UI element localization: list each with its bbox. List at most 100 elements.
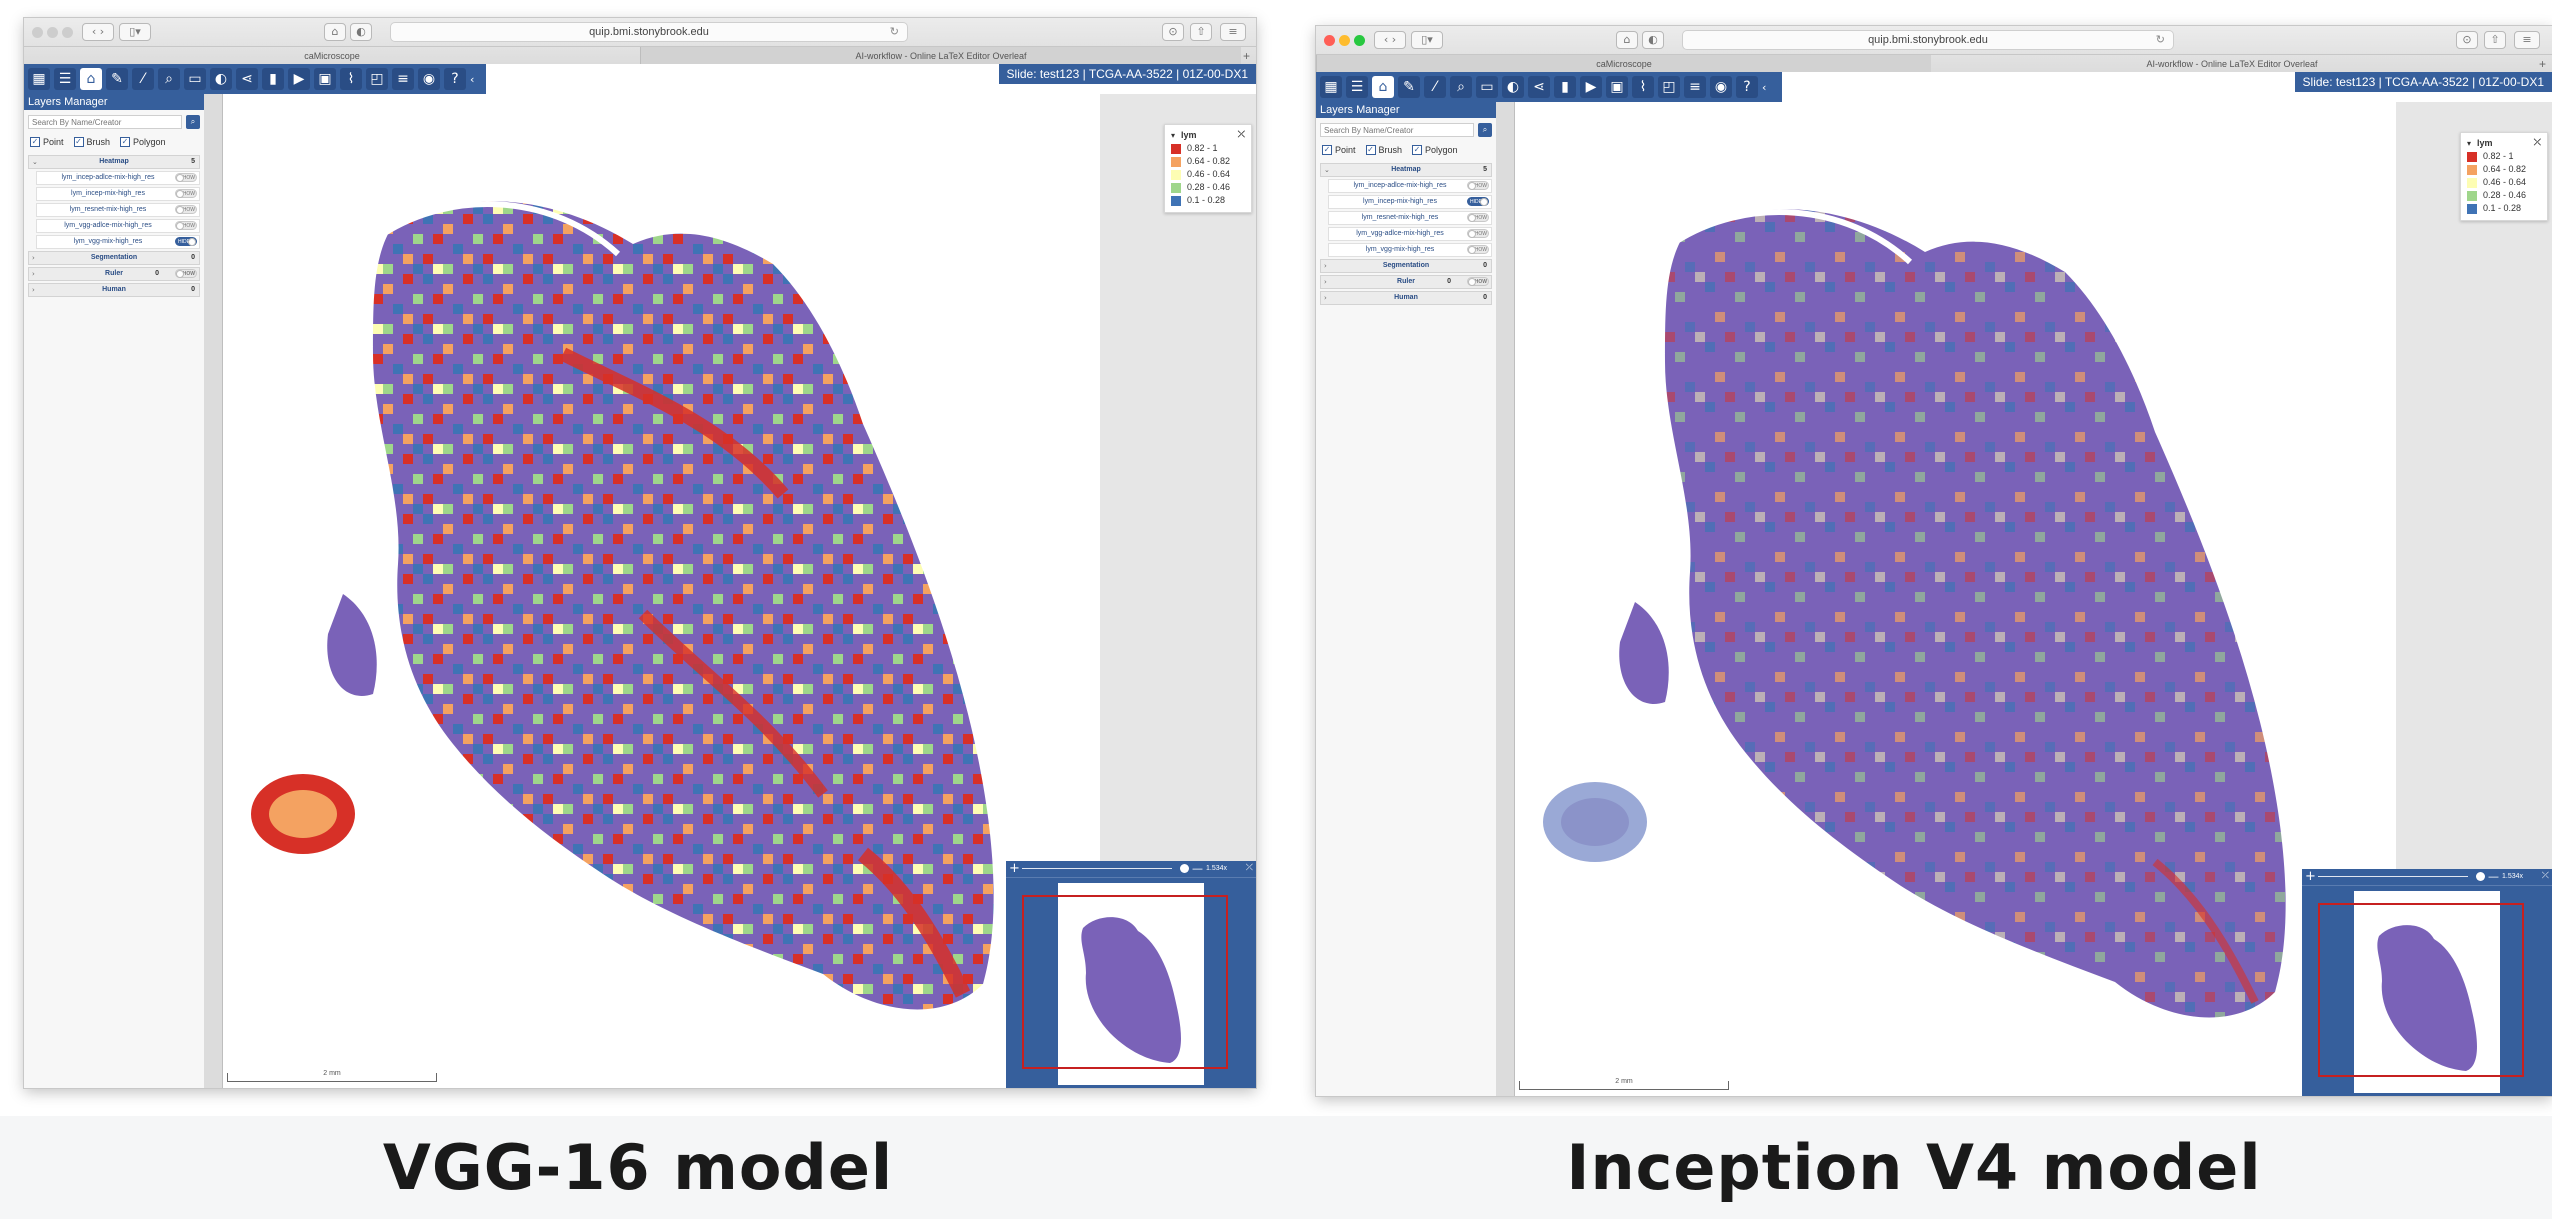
share-icon[interactable]: ⋖ xyxy=(236,68,258,90)
chevron-down-icon[interactable]: ▾ xyxy=(1171,131,1176,140)
collapse-toolbar-icon[interactable]: ‹ xyxy=(470,72,475,86)
back-forward-buttons[interactable]: ‹ › xyxy=(82,23,114,41)
download-icon[interactable]: ⊙ xyxy=(2456,31,2478,49)
apps-icon[interactable]: ▦ xyxy=(1320,76,1342,98)
camera-icon[interactable]: ◉ xyxy=(418,68,440,90)
layer-item[interactable]: lym_vgg-adlce-mix-high_res SHOW xyxy=(1328,227,1492,241)
layer-toggle[interactable]: SHOW xyxy=(175,173,197,182)
address-bar[interactable]: quip.bmi.stonybrook.edu ↻ xyxy=(390,22,908,42)
search-icon[interactable]: ⌕ xyxy=(158,68,180,90)
ruler-icon[interactable]: ▭ xyxy=(1476,76,1498,98)
filter-point[interactable]: ✓ Point xyxy=(30,137,64,147)
layer-search-input[interactable] xyxy=(28,115,182,129)
layer-toggle[interactable]: SHOW xyxy=(175,205,197,214)
sidebar-toggle-button[interactable]: ▯▾ xyxy=(119,23,151,41)
slide-viewer[interactable]: ▾ lym ⤫ 0.82 - 1 0.64 - 0.82 0.46 - 0.64 0.… xyxy=(1515,102,2552,1096)
chart-line-icon[interactable]: ⌇ xyxy=(340,68,362,90)
zoom-window-icon[interactable] xyxy=(62,27,73,38)
chevron-right-icon[interactable]: › xyxy=(1324,262,1327,270)
help-icon[interactable]: ? xyxy=(444,68,466,90)
layer-item[interactable]: lym_resnet-mix-high_res SHOW xyxy=(36,203,200,217)
layer-item[interactable]: lym_incep-mix-high_res SHOW xyxy=(36,187,200,201)
category-ruler[interactable]: › Ruler 0 SHOW xyxy=(28,267,200,281)
layer-item-active[interactable]: lym_incep-mix-high_res HIDE xyxy=(1328,195,1492,209)
reload-icon[interactable]: ↻ xyxy=(889,25,899,38)
layer-toggle[interactable]: SHOW xyxy=(1467,181,1489,190)
new-tab-icon[interactable]: + xyxy=(2538,57,2546,71)
layers-list-icon[interactable]: ☰ xyxy=(54,68,76,90)
filter-brush[interactable]: ✓ Brush xyxy=(1365,145,1403,155)
filmstrip-icon[interactable]: ▮ xyxy=(1554,76,1576,98)
zoom-slider[interactable] xyxy=(1022,868,1172,869)
contrast-icon[interactable]: ◐ xyxy=(210,68,232,90)
pen-icon[interactable]: ✎ xyxy=(106,68,128,90)
category-heatmap[interactable]: ⌄ Heatmap 5 xyxy=(28,155,200,169)
chevron-right-icon[interactable]: › xyxy=(32,286,35,294)
zoom-out-icon[interactable]: — xyxy=(2488,870,2499,883)
layer-toggle[interactable]: SHOW xyxy=(1467,229,1489,238)
search-icon[interactable]: ⌕ xyxy=(1450,76,1472,98)
viewport-indicator[interactable] xyxy=(2318,903,2524,1077)
checkbox-icon[interactable]: ✓ xyxy=(120,137,131,147)
apps-icon[interactable]: ▦ xyxy=(28,68,50,90)
sidebar-resize-handle[interactable] xyxy=(1496,102,1515,1096)
category-segmentation[interactable]: › Segmentation 0 xyxy=(28,251,200,265)
tab-overleaf[interactable]: AI-workflow - Online LaTeX Editor Overle… xyxy=(640,47,1241,65)
magic-wand-icon[interactable]: ⁄ xyxy=(132,68,154,90)
magic-wand-icon[interactable]: ⁄ xyxy=(1424,76,1446,98)
layer-toggle[interactable]: SHOW xyxy=(175,189,197,198)
checkbox-icon[interactable]: ✓ xyxy=(1365,145,1376,155)
help-icon[interactable]: ? xyxy=(1736,76,1758,98)
layer-item[interactable]: lym_vgg-mix-high_res SHOW xyxy=(1328,243,1492,257)
chevron-right-icon[interactable]: › xyxy=(1324,278,1327,286)
share-icon[interactable]: ⋖ xyxy=(1528,76,1550,98)
ruler-icon[interactable]: ▭ xyxy=(184,68,206,90)
layer-item[interactable]: lym_incep-adlce-mix-high_res SHOW xyxy=(36,171,200,185)
sidebar-resize-handle[interactable] xyxy=(204,94,223,1088)
image-icon[interactable]: ▣ xyxy=(314,68,336,90)
zoom-slider-handle[interactable] xyxy=(2476,872,2485,881)
layer-toggle[interactable]: SHOW xyxy=(1467,277,1489,286)
filter-brush[interactable]: ✓ Brush xyxy=(73,137,111,147)
filmstrip-icon[interactable]: ▮ xyxy=(262,68,284,90)
sidebar-toggle-button[interactable]: ▯▾ xyxy=(1411,31,1443,49)
checklist-icon[interactable]: ≡ xyxy=(1684,76,1706,98)
chevron-right-icon[interactable]: › xyxy=(32,270,35,278)
chevron-right-icon[interactable]: › xyxy=(1324,294,1327,302)
layers-list-icon[interactable]: ☰ xyxy=(1346,76,1368,98)
close-icon[interactable]: ⤫ xyxy=(2541,871,2549,881)
zoom-in-icon[interactable]: + xyxy=(2305,869,2316,884)
layer-toggle[interactable]: SHOW xyxy=(175,221,197,230)
chevron-right-icon[interactable]: › xyxy=(32,254,35,262)
minimize-window-icon[interactable] xyxy=(47,27,58,38)
layer-search-input[interactable] xyxy=(1320,123,1474,137)
category-segmentation[interactable]: › Segmentation 0 xyxy=(1320,259,1492,273)
checklist-icon[interactable]: ≡ xyxy=(392,68,414,90)
layer-toggle[interactable]: SHOW xyxy=(1467,245,1489,254)
chevron-down-icon[interactable]: ⌄ xyxy=(32,158,38,166)
zoom-out-icon[interactable]: — xyxy=(1192,862,1203,875)
category-human[interactable]: › Human 0 xyxy=(1320,291,1492,305)
zoom-window-icon[interactable] xyxy=(1354,35,1365,46)
home-icon[interactable]: ⌂ xyxy=(1372,76,1394,98)
close-window-icon[interactable] xyxy=(32,27,43,38)
filter-point[interactable]: ✓ Point xyxy=(1322,145,1356,155)
home-icon[interactable]: ⌂ xyxy=(80,68,102,90)
layer-item-active[interactable]: lym_vgg-mix-high_res HIDE xyxy=(36,235,200,249)
label-icon[interactable]: ▶ xyxy=(288,68,310,90)
filter-polygon[interactable]: ✓ Polygon xyxy=(120,137,166,147)
chevron-down-icon[interactable]: ▾ xyxy=(2467,139,2472,148)
search-icon[interactable]: ⌕ xyxy=(1478,123,1492,137)
new-tab-icon[interactable]: + xyxy=(1242,49,1250,63)
checkbox-icon[interactable]: ✓ xyxy=(1322,145,1332,155)
zoom-in-icon[interactable]: + xyxy=(1009,861,1020,876)
checkbox-icon[interactable]: ✓ xyxy=(1412,145,1423,155)
layer-toggle[interactable]: HIDE xyxy=(175,237,197,246)
layer-toggle[interactable]: SHOW xyxy=(1467,213,1489,222)
layer-toggle[interactable]: SHOW xyxy=(175,269,197,278)
collapse-icon[interactable]: ⤫ xyxy=(1237,130,1245,140)
overview-navigator[interactable]: + — 1.534x ⤫ xyxy=(2302,869,2552,1096)
window-icon[interactable]: ◰ xyxy=(1658,76,1680,98)
label-icon[interactable]: ▶ xyxy=(1580,76,1602,98)
zoom-slider-handle[interactable] xyxy=(1180,864,1189,873)
